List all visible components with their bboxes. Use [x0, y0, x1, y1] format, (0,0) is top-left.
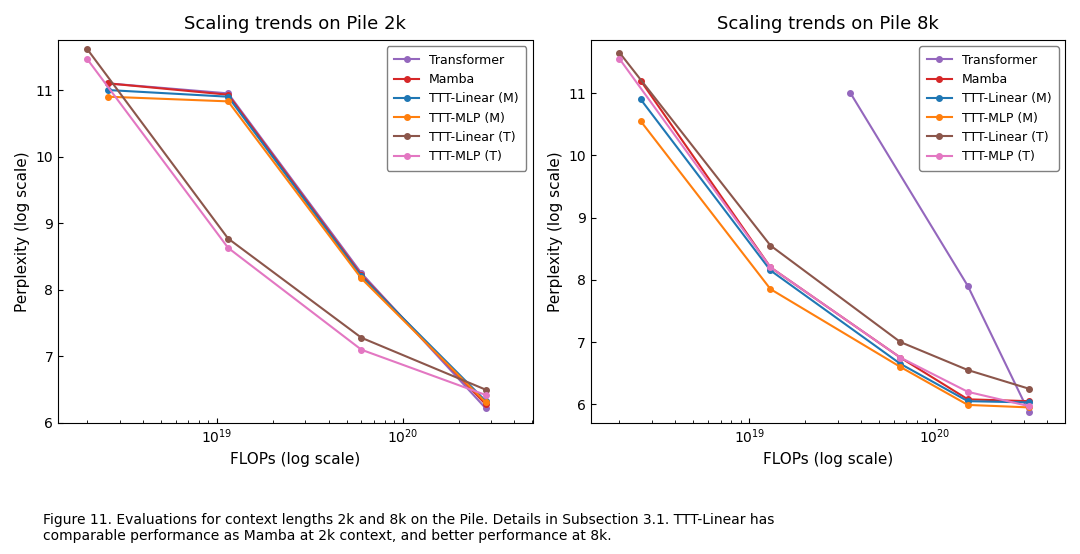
- Transformer: [355, 270, 368, 276]
- TTT-Linear (M): [221, 94, 234, 100]
- Transformer: [102, 80, 114, 87]
- TTT-Linear (T): [764, 242, 777, 249]
- Line: TTT-MLP (M): TTT-MLP (M): [106, 94, 488, 405]
- X-axis label: FLOPs (log scale): FLOPs (log scale): [762, 452, 893, 467]
- TTT-MLP (M): [102, 94, 114, 100]
- Y-axis label: Perplexity (log scale): Perplexity (log scale): [548, 151, 563, 312]
- Legend: Transformer, Mamba, TTT-Linear (M), TTT-MLP (M), TTT-Linear (T), TTT-MLP (T): Transformer, Mamba, TTT-Linear (M), TTT-…: [919, 47, 1058, 171]
- Line: Mamba: Mamba: [638, 78, 1031, 404]
- Line: TTT-Linear (M): TTT-Linear (M): [638, 96, 1031, 405]
- TTT-Linear (T): [221, 235, 234, 242]
- TTT-MLP (M): [894, 363, 907, 370]
- Line: TTT-MLP (M): TTT-MLP (M): [638, 118, 1031, 410]
- TTT-MLP (T): [894, 354, 907, 361]
- Mamba: [764, 264, 777, 271]
- TTT-MLP (T): [355, 346, 368, 353]
- TTT-MLP (M): [634, 117, 647, 124]
- TTT-Linear (M): [355, 273, 368, 280]
- Transformer: [480, 405, 492, 412]
- TTT-MLP (T): [764, 264, 777, 271]
- Mamba: [894, 354, 907, 361]
- TTT-Linear (M): [102, 87, 114, 94]
- Line: Mamba: Mamba: [106, 81, 488, 407]
- Mamba: [634, 77, 647, 84]
- Legend: Transformer, Mamba, TTT-Linear (M), TTT-MLP (M), TTT-Linear (T), TTT-MLP (T): Transformer, Mamba, TTT-Linear (M), TTT-…: [387, 47, 526, 171]
- TTT-MLP (T): [81, 55, 94, 62]
- Y-axis label: Perplexity (log scale): Perplexity (log scale): [15, 151, 30, 312]
- TTT-MLP (M): [961, 402, 974, 408]
- Line: TTT-Linear (M): TTT-Linear (M): [106, 88, 488, 404]
- TTT-MLP (M): [480, 399, 492, 406]
- TTT-Linear (M): [961, 398, 974, 404]
- TTT-Linear (T): [355, 335, 368, 341]
- TTT-Linear (T): [480, 386, 492, 393]
- TTT-MLP (M): [764, 286, 777, 293]
- Mamba: [480, 401, 492, 408]
- TTT-MLP (T): [480, 392, 492, 398]
- Mamba: [961, 396, 974, 403]
- Line: Transformer: Transformer: [106, 81, 488, 411]
- Line: TTT-MLP (T): TTT-MLP (T): [84, 56, 488, 398]
- Transformer: [843, 90, 856, 96]
- Mamba: [1023, 398, 1036, 404]
- TTT-MLP (T): [613, 55, 626, 62]
- TTT-Linear (T): [1023, 386, 1036, 392]
- TTT-Linear (T): [961, 367, 974, 373]
- Title: Scaling trends on Pile 8k: Scaling trends on Pile 8k: [717, 15, 939, 33]
- TTT-Linear (M): [894, 361, 907, 367]
- TTT-MLP (M): [1023, 404, 1036, 411]
- TTT-Linear (T): [81, 45, 94, 52]
- TTT-MLP (M): [355, 275, 368, 282]
- Line: Transformer: Transformer: [848, 90, 1031, 415]
- TTT-MLP (T): [961, 388, 974, 395]
- Title: Scaling trends on Pile 2k: Scaling trends on Pile 2k: [185, 15, 406, 33]
- Line: TTT-Linear (T): TTT-Linear (T): [617, 50, 1031, 392]
- Transformer: [221, 90, 234, 97]
- Line: TTT-MLP (T): TTT-MLP (T): [617, 56, 1031, 409]
- TTT-Linear (M): [1023, 399, 1036, 406]
- TTT-Linear (M): [764, 267, 777, 274]
- TTT-Linear (M): [634, 96, 647, 102]
- Line: TTT-Linear (T): TTT-Linear (T): [84, 46, 488, 392]
- Mamba: [102, 80, 114, 87]
- Text: Figure 11. Evaluations for context lengths 2k and 8k on the Pile. Details in Sub: Figure 11. Evaluations for context lengt…: [43, 512, 774, 543]
- Transformer: [961, 283, 974, 289]
- TTT-MLP (T): [221, 244, 234, 251]
- Transformer: [1023, 409, 1036, 416]
- Mamba: [355, 272, 368, 279]
- Mamba: [221, 91, 234, 98]
- TTT-Linear (T): [894, 338, 907, 345]
- TTT-MLP (M): [221, 98, 234, 105]
- X-axis label: FLOPs (log scale): FLOPs (log scale): [230, 452, 361, 467]
- TTT-Linear (T): [613, 49, 626, 56]
- TTT-Linear (M): [480, 398, 492, 404]
- TTT-MLP (T): [1023, 403, 1036, 409]
